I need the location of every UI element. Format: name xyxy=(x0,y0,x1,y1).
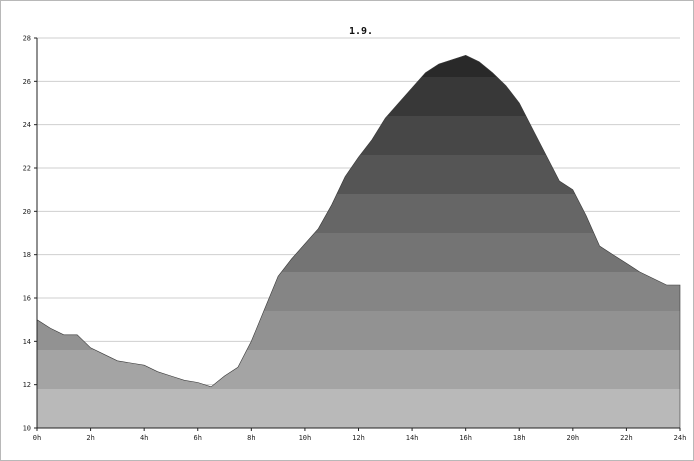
x-tick-label: 8h xyxy=(247,434,255,442)
area-band xyxy=(37,55,680,77)
x-tick-label: 24h xyxy=(674,434,687,442)
x-tick-label: 16h xyxy=(459,434,472,442)
x-tick-label: 12h xyxy=(352,434,365,442)
chart-title: 1.9. xyxy=(349,26,373,37)
y-tick-label: 14 xyxy=(23,338,31,346)
area-band xyxy=(37,350,680,389)
area-band xyxy=(37,77,680,116)
area-band xyxy=(37,116,680,155)
x-tick-label: 10h xyxy=(299,434,312,442)
x-axis-ticks: 0h 2h 4h 6h 8h 10h 12h 14h 16h 18h 20h 22h 24h xyxy=(33,428,687,442)
y-tick-label: 28 xyxy=(23,35,31,43)
area-band xyxy=(37,389,680,428)
y-tick-label: 12 xyxy=(23,381,31,389)
x-tick-label: 20h xyxy=(567,434,580,442)
x-tick-label: 22h xyxy=(620,434,633,442)
area-band xyxy=(37,233,680,272)
x-tick-label: 4h xyxy=(140,434,148,442)
x-tick-label: 6h xyxy=(194,434,202,442)
y-tick-label: 24 xyxy=(23,121,31,129)
y-tick-label: 20 xyxy=(23,208,31,216)
y-tick-label: 10 xyxy=(23,425,31,433)
x-tick-label: 2h xyxy=(86,434,94,442)
area-band xyxy=(37,311,680,350)
x-tick-label: 14h xyxy=(406,434,419,442)
area-band xyxy=(37,194,680,233)
area-outline xyxy=(36,54,681,429)
area-bands xyxy=(37,55,680,428)
y-tick-label: 22 xyxy=(23,165,31,173)
x-tick-label: 0h xyxy=(33,434,41,442)
y-axis-ticks: 10 12 14 16 18 20 22 24 26 28 xyxy=(23,35,37,433)
y-tick-label: 16 xyxy=(23,295,31,303)
area-band xyxy=(37,155,680,194)
y-tick-label: 18 xyxy=(23,251,31,259)
area-band xyxy=(37,272,680,311)
y-tick-label: 26 xyxy=(23,78,31,86)
area-series xyxy=(36,54,681,429)
x-tick-label: 18h xyxy=(513,434,526,442)
